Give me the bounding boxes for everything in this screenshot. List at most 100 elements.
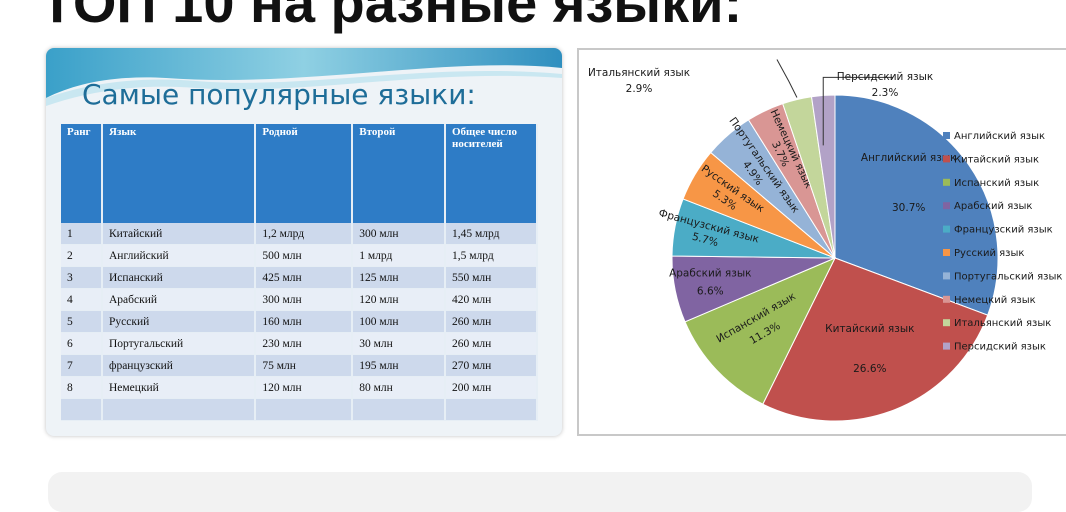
cell-total: 1,5 млрд	[445, 244, 538, 267]
table-row: 1 Китайский 1,2 млрд 300 млн 1,45 млрд	[61, 223, 538, 245]
cell-native: 120 млн	[255, 376, 354, 399]
legend-label: Персидский язык	[954, 342, 1046, 353]
slice-name-label: Китайский язык	[825, 323, 914, 335]
cell-native: 75 млн	[255, 354, 354, 377]
cell-second: 1 млрд	[352, 244, 446, 267]
legend-swatch	[943, 155, 950, 163]
callout-line	[822, 76, 894, 146]
table-row: 3 Испанский 425 млн 125 млн 550 млн	[61, 266, 538, 289]
pie-slice	[762, 257, 989, 422]
table-row: 2 Английский 500 млн 1 млрд 1,5 млрд	[61, 244, 538, 267]
legend-swatch	[943, 319, 950, 327]
cell-second: 125 млн	[352, 266, 446, 289]
slice-label-group: Арабский язык 6.6%	[669, 268, 751, 298]
pie-chart: Английский язык 30.7% Китайский язык 26.6% И…	[588, 59, 1062, 422]
legend-swatch	[943, 295, 950, 303]
cell-total: 420 млн	[445, 288, 538, 311]
pie-chart-card[interactable]: Английский язык 30.7% Китайский язык 26.6% И…	[577, 48, 1066, 436]
legend-label: Арабский язык	[954, 201, 1032, 212]
legend-label: Английский язык	[954, 131, 1045, 142]
legend-label: Испанский язык	[954, 178, 1039, 189]
legend-label: Китайский язык	[954, 154, 1039, 165]
cell-rank: 1	[61, 223, 103, 245]
legend-label: Португальский язык	[954, 271, 1062, 282]
cell-native: 1,2 млрд	[255, 223, 354, 245]
table-row-empty	[61, 398, 538, 421]
cell-second: 195 млн	[352, 354, 446, 377]
legend-swatch	[943, 178, 950, 186]
cell-rank: 2	[61, 244, 103, 267]
slide-title: Самые популярные языки:	[82, 78, 476, 111]
table-row: 4 Арабский 300 млн 120 млн 420 млн	[61, 288, 538, 311]
cell-rank: 8	[61, 376, 103, 399]
slice-value-label: 26.6%	[853, 363, 886, 375]
header-rank: Ранг	[61, 124, 103, 223]
cell-empty	[61, 398, 103, 421]
cell-rank: 3	[61, 266, 103, 289]
cell-language: Английский	[102, 244, 257, 267]
cell-second: 100 млн	[352, 310, 446, 333]
table-row: 8 Немецкий 120 млн 80 млн 200 млн	[61, 376, 538, 399]
pie-slice	[684, 257, 837, 405]
cell-native: 160 млн	[255, 310, 354, 333]
table-row: 6 Португальский 230 млн 30 млн 260 млн	[61, 332, 538, 355]
cell-total: 550 млн	[445, 266, 538, 289]
callout-name-label: Персидский язык	[837, 71, 934, 83]
legend-swatch	[943, 132, 950, 139]
pie-slice	[834, 94, 999, 316]
cell-language: Испанский	[102, 266, 257, 289]
table-row: 7 французский 75 млн 195 млн 270 млн	[61, 354, 538, 377]
cell-second: 120 млн	[352, 288, 446, 311]
slice-label-group: Китайский язык 26.6%	[825, 323, 914, 375]
callout-line	[776, 59, 798, 98]
slice-name-label: Английский язык	[861, 152, 957, 164]
cell-empty	[102, 398, 257, 421]
cell-native: 425 млн	[255, 266, 354, 289]
cell-rank: 4	[61, 288, 103, 311]
languages-table: Ранг Язык Родной Второй Общее число носи…	[61, 124, 538, 421]
next-card[interactable]	[48, 472, 1032, 512]
legend-swatch	[943, 272, 950, 280]
cell-second: 30 млн	[352, 332, 446, 355]
legend-label: Итальянский язык	[954, 318, 1051, 329]
cell-language: Португальский	[102, 332, 257, 355]
legend-swatch	[943, 225, 950, 233]
legend-label: Немецкий язык	[954, 295, 1036, 306]
cell-second: 80 млн	[352, 376, 446, 399]
cell-total: 270 млн	[445, 354, 538, 377]
cell-rank: 5	[61, 310, 103, 333]
header-second: Второй	[352, 124, 446, 223]
cell-language: французский	[102, 354, 257, 377]
legend-swatch	[943, 342, 950, 350]
cell-empty	[352, 398, 446, 421]
cell-native: 230 млн	[255, 332, 354, 355]
table-header-row: Ранг Язык Родной Второй Общее число носи…	[61, 124, 538, 223]
legend-swatch	[943, 249, 950, 256]
cell-empty	[255, 398, 354, 421]
slice-name-label: Арабский язык	[669, 268, 751, 280]
slice-value-label: 6.6%	[697, 286, 724, 298]
cell-total: 260 млн	[445, 332, 538, 355]
table-row: 5 Русский 160 млн 100 млн 260 млн	[61, 310, 538, 333]
table-slide-card[interactable]: Самые популярные языки: Ранг Язык Родной…	[46, 48, 562, 436]
slice-label-group: Английский язык 30.7%	[861, 152, 957, 214]
callout-value-label: 2.9%	[626, 83, 653, 95]
slice-value-label: 30.7%	[892, 202, 925, 214]
cell-empty	[445, 398, 538, 421]
cell-total: 260 млн	[445, 310, 538, 333]
cell-language: Арабский	[102, 288, 257, 311]
cell-native: 500 млн	[255, 244, 354, 267]
cell-language: Немецкий	[102, 376, 257, 399]
cell-native: 300 млн	[255, 288, 354, 311]
cell-total: 200 млн	[445, 376, 538, 399]
legend-label: Французский язык	[954, 225, 1053, 236]
header-total: Общее число носителей	[445, 124, 538, 223]
header-language: Язык	[102, 124, 257, 223]
cell-second: 300 млн	[352, 223, 446, 245]
cell-language: Китайский	[102, 223, 257, 245]
page-headline: ТОП 10 на разные языки:	[40, 0, 743, 34]
cell-total: 1,45 млрд	[445, 223, 538, 245]
callout-value-label: 2.3%	[872, 87, 899, 99]
legend-swatch	[943, 202, 950, 210]
callout-name-label: Итальянский язык	[588, 67, 690, 79]
